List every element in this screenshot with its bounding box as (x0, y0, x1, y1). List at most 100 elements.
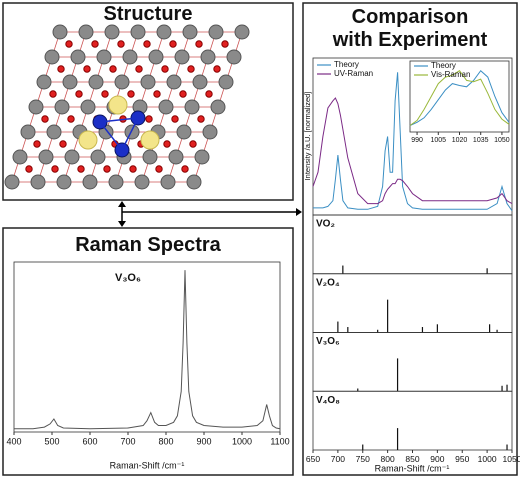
atom (148, 49, 164, 65)
x-tick-label: 800 (158, 436, 173, 446)
oxygen (205, 90, 213, 98)
x-tick-label: 500 (44, 436, 59, 446)
atom (158, 99, 174, 115)
panel-frame (312, 390, 513, 451)
x-tick-label: 900 (196, 436, 211, 446)
atom (210, 99, 226, 115)
atom (134, 174, 150, 190)
atom (186, 174, 202, 190)
atom (156, 24, 172, 40)
atom (176, 124, 192, 140)
atom (44, 49, 60, 65)
oxygen (169, 40, 177, 48)
structure-panel (2, 2, 294, 201)
atom (54, 99, 70, 115)
atom (194, 149, 210, 165)
oxygen (77, 165, 85, 173)
atom (234, 24, 250, 40)
oxygen (181, 165, 189, 173)
oxygen (135, 65, 143, 73)
oxygen (49, 90, 57, 98)
x-tick-label: 1050 (494, 137, 510, 144)
oxygen (65, 40, 73, 48)
atom (218, 74, 234, 90)
x-tick-label: 400 (6, 436, 21, 446)
oxygen (213, 65, 221, 73)
oxygen (25, 165, 33, 173)
oxygen (179, 90, 187, 98)
atom (52, 24, 68, 40)
oxygen (109, 65, 117, 73)
atom (108, 174, 124, 190)
x-tick-label: 1005 (430, 137, 446, 144)
oxygen (129, 165, 137, 173)
oxygen (67, 115, 75, 123)
atom (4, 174, 20, 190)
atom (184, 99, 200, 115)
legend-label: Vis-Raman (431, 70, 470, 79)
structure-title: Structure (103, 3, 193, 25)
atom (90, 149, 106, 165)
x-tick-label: 1020 (452, 137, 468, 144)
x-tick-label: 850 (405, 454, 419, 464)
oxygen (103, 165, 111, 173)
oxygen (221, 40, 229, 48)
annotation: V₃O₆ (115, 272, 141, 284)
atom (140, 74, 156, 90)
arrow-head (118, 201, 126, 227)
oxygen (161, 65, 169, 73)
atom (46, 124, 62, 140)
oxygen (91, 40, 99, 48)
atom (130, 24, 146, 40)
atom (192, 74, 208, 90)
atom-yellow (78, 130, 98, 150)
atom (124, 124, 140, 140)
x-tick-label: 700 (331, 454, 345, 464)
atom (20, 124, 36, 140)
oxygen (57, 65, 65, 73)
atom (166, 74, 182, 90)
atom (28, 99, 44, 115)
raman-title: Raman Spectra (75, 234, 221, 256)
line (409, 69, 510, 126)
panel-frame (312, 332, 513, 392)
atom (114, 74, 130, 90)
bond-blue (98, 117, 140, 152)
x-tick-label: 700 (120, 436, 135, 446)
atom-yellow (108, 95, 128, 115)
atom (200, 49, 216, 65)
x-tick-label: 650 (306, 454, 320, 464)
x-tick-label: 950 (455, 454, 469, 464)
atom-yellow (140, 130, 160, 150)
atom (80, 99, 96, 115)
atom (12, 149, 28, 165)
legend-label: Theory (334, 60, 359, 69)
oxygen (197, 115, 205, 123)
atom (104, 24, 120, 40)
x-tick-label: 990 (411, 137, 423, 144)
atom (208, 24, 224, 40)
arrow-head (296, 208, 302, 216)
atom (160, 174, 176, 190)
atom (38, 149, 54, 165)
oxygen (83, 65, 91, 73)
atom (78, 24, 94, 40)
x-tick-label: 1000 (478, 454, 497, 464)
legend-label: Theory (431, 61, 456, 70)
panel-label: V₂O₄ (316, 277, 340, 288)
x-tick-label: 1100 (270, 436, 289, 446)
raman-panel (2, 227, 294, 476)
atom (202, 124, 218, 140)
oxygen (33, 140, 41, 148)
atom (226, 49, 242, 65)
atom (82, 174, 98, 190)
atom (56, 174, 72, 190)
panel-label: VO₂ (316, 219, 335, 230)
oxygen (41, 115, 49, 123)
panel-label: V₃O₆ (316, 336, 340, 347)
atom (70, 49, 86, 65)
oxygen (189, 140, 197, 148)
oxygen (171, 115, 179, 123)
atom (174, 49, 190, 65)
